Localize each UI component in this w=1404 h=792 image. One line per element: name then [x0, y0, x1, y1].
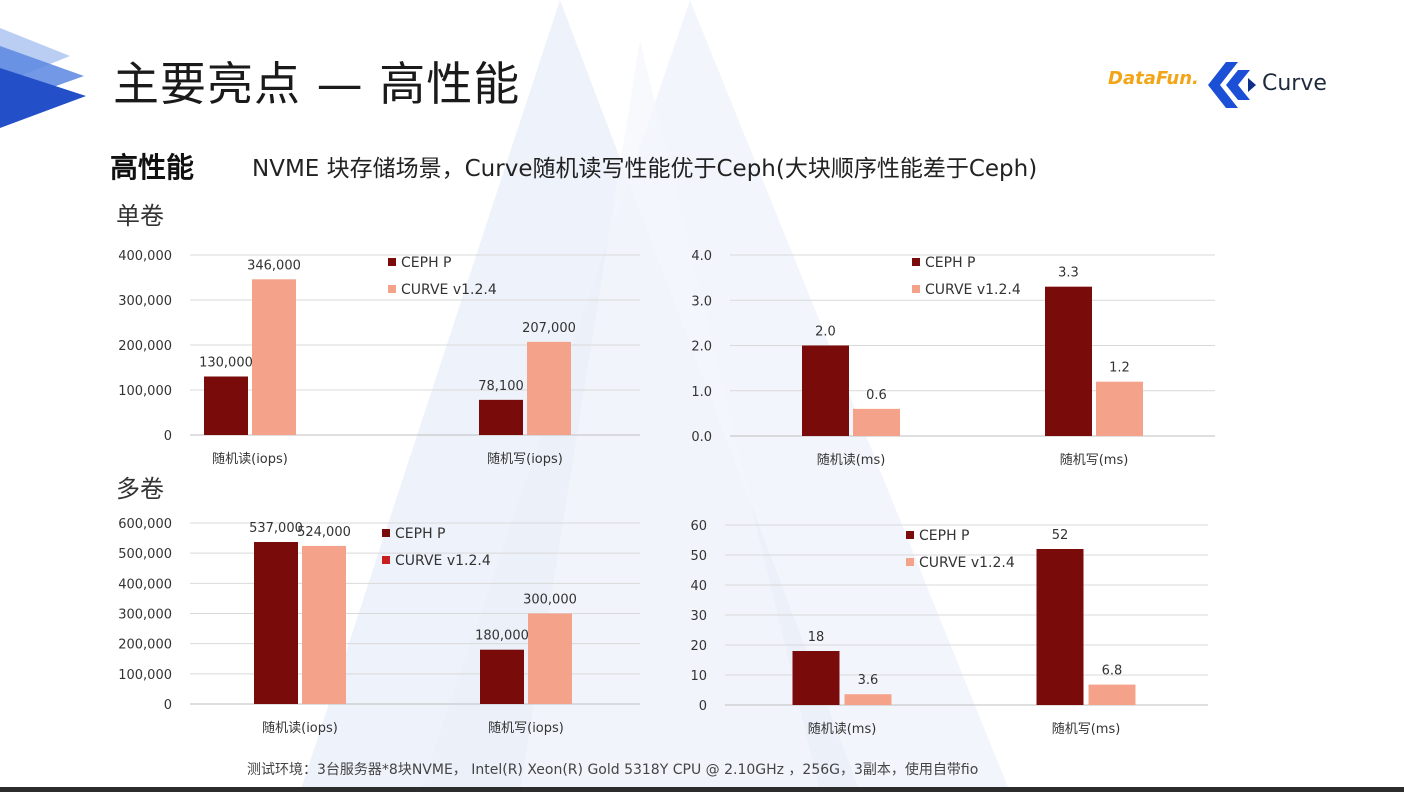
y-tick-label: 600,000 — [118, 517, 172, 532]
x-category-label: 随机读(iops) — [212, 452, 288, 467]
y-tick-label: 2.0 — [691, 340, 712, 355]
bar-ceph — [480, 649, 524, 704]
bar-ceph — [1036, 549, 1084, 705]
y-tick-label: 400,000 — [118, 577, 172, 592]
bar-ceph — [479, 399, 523, 435]
y-tick-label: 0 — [699, 699, 707, 714]
chart-multi-iops: 0 100,000 200,000 300,000 400,000 500,000 600,… — [118, 517, 640, 736]
data-label: 78,100 — [478, 379, 524, 394]
x-category-label: 随机写(iops) — [488, 721, 564, 736]
y-tick-label: 40 — [690, 579, 707, 594]
data-label: 180,000 — [475, 629, 529, 644]
x-category-label: 随机读(ms) — [808, 722, 877, 737]
data-label: 0.6 — [866, 388, 887, 403]
multi-volume-label: 多卷 — [116, 475, 164, 503]
legend-swatch — [388, 285, 396, 293]
x-category-label: 随机读(iops) — [262, 721, 338, 736]
y-tick-label: 200,000 — [118, 638, 172, 653]
curve-logo-icon — [1208, 62, 1256, 108]
data-label: 18 — [808, 630, 825, 645]
x-category-label: 随机写(iops) — [487, 452, 563, 467]
bar-curve — [527, 341, 571, 435]
section-heading: 高性能 — [110, 151, 195, 184]
legend-swatch — [912, 258, 920, 266]
curve-logo-text: Curve — [1262, 71, 1327, 96]
y-tick-label: 200,000 — [118, 339, 172, 354]
data-label: 3.6 — [858, 673, 879, 688]
bar-ceph — [254, 542, 298, 704]
bar-curve — [1096, 381, 1143, 436]
y-tick-label: 3.0 — [691, 294, 712, 309]
y-tick-label: 1.0 — [691, 385, 712, 400]
legend-label: CURVE v1.2.4 — [925, 282, 1021, 298]
y-tick-label: 0 — [164, 429, 172, 444]
bar-curve — [853, 408, 900, 436]
data-label: 6.8 — [1102, 664, 1123, 679]
y-tick-label: 10 — [690, 669, 707, 684]
y-tick-label: 500,000 — [118, 547, 172, 562]
data-label: 300,000 — [523, 593, 577, 608]
legend-swatch — [906, 531, 914, 539]
legend-label: CURVE v1.2.4 — [395, 553, 491, 569]
y-tick-label: 300,000 — [118, 608, 172, 623]
page-title: 主要亮点 — 高性能 — [113, 57, 521, 111]
legend-swatch — [382, 556, 390, 564]
data-label: 524,000 — [297, 525, 351, 540]
bar-ceph — [1045, 286, 1092, 436]
bar-ceph — [204, 376, 248, 435]
data-label: 537,000 — [249, 521, 303, 536]
bar-curve — [528, 613, 572, 704]
y-tick-label: 4.0 — [691, 249, 712, 264]
x-category-label: 随机写(ms) — [1052, 722, 1121, 737]
legend-label: CEPH P — [925, 255, 975, 271]
data-label: 3.3 — [1058, 266, 1079, 281]
data-label: 207,000 — [522, 321, 576, 336]
x-category-label: 随机写(ms) — [1060, 453, 1129, 468]
legend-label: CURVE v1.2.4 — [401, 282, 497, 298]
chart-single-iops: 0 100,000 200,000 300,000 400,000 130,000 346,… — [118, 249, 640, 467]
y-tick-label: 20 — [690, 639, 707, 654]
chart-multi-latency: 0 10 20 30 40 50 60 18 3.6 随机读(ms) 52 6.8 随机写(ms) CEP… — [690, 519, 1208, 737]
legend-swatch — [382, 529, 390, 537]
section-description: NVME 块存储场景，Curve随机读写性能优于Ceph(大块顺序性能差于Cep… — [252, 156, 1038, 182]
bar-ceph — [792, 651, 840, 705]
chart-single-latency: 0.0 1.0 2.0 3.0 4.0 2.0 0.6 随机读(ms) 3.3 1.2 随机写(ms… — [691, 249, 1215, 468]
single-volume-label: 单卷 — [116, 202, 164, 230]
bar-curve — [302, 545, 346, 704]
legend-label: CEPH P — [401, 255, 451, 271]
data-label: 2.0 — [815, 325, 836, 340]
y-tick-label: 100,000 — [118, 384, 172, 399]
y-tick-label: 400,000 — [118, 249, 172, 264]
bottom-rule — [0, 787, 1404, 792]
legend-label: CURVE v1.2.4 — [919, 555, 1015, 571]
y-tick-label: 100,000 — [118, 668, 172, 683]
bar-curve — [1088, 684, 1136, 705]
x-category-label: 随机读(ms) — [817, 453, 886, 468]
y-tick-label: 60 — [690, 519, 707, 534]
y-tick-label: 300,000 — [118, 294, 172, 309]
legend-label: CEPH P — [395, 526, 445, 542]
test-environment-note: 测试环境：3台服务器*8块NVME， Intel(R) Xeon(R) Gold… — [247, 762, 979, 778]
y-tick-label: 50 — [690, 549, 707, 564]
legend-swatch — [388, 258, 396, 266]
data-label: 346,000 — [247, 258, 301, 273]
bar-curve — [252, 279, 296, 435]
y-tick-label: 0.0 — [691, 430, 712, 445]
decorative-arrows — [0, 28, 86, 128]
datafun-logo: DataFun. — [1108, 68, 1199, 89]
data-label: 130,000 — [199, 356, 253, 371]
bar-ceph — [802, 345, 849, 436]
legend-swatch — [912, 285, 920, 293]
bar-curve — [844, 694, 892, 705]
y-tick-label: 0 — [164, 698, 172, 713]
y-tick-label: 30 — [690, 609, 707, 624]
legend-label: CEPH P — [919, 528, 969, 544]
data-label: 52 — [1052, 528, 1069, 543]
data-label: 1.2 — [1109, 361, 1130, 376]
legend-swatch — [906, 558, 914, 566]
